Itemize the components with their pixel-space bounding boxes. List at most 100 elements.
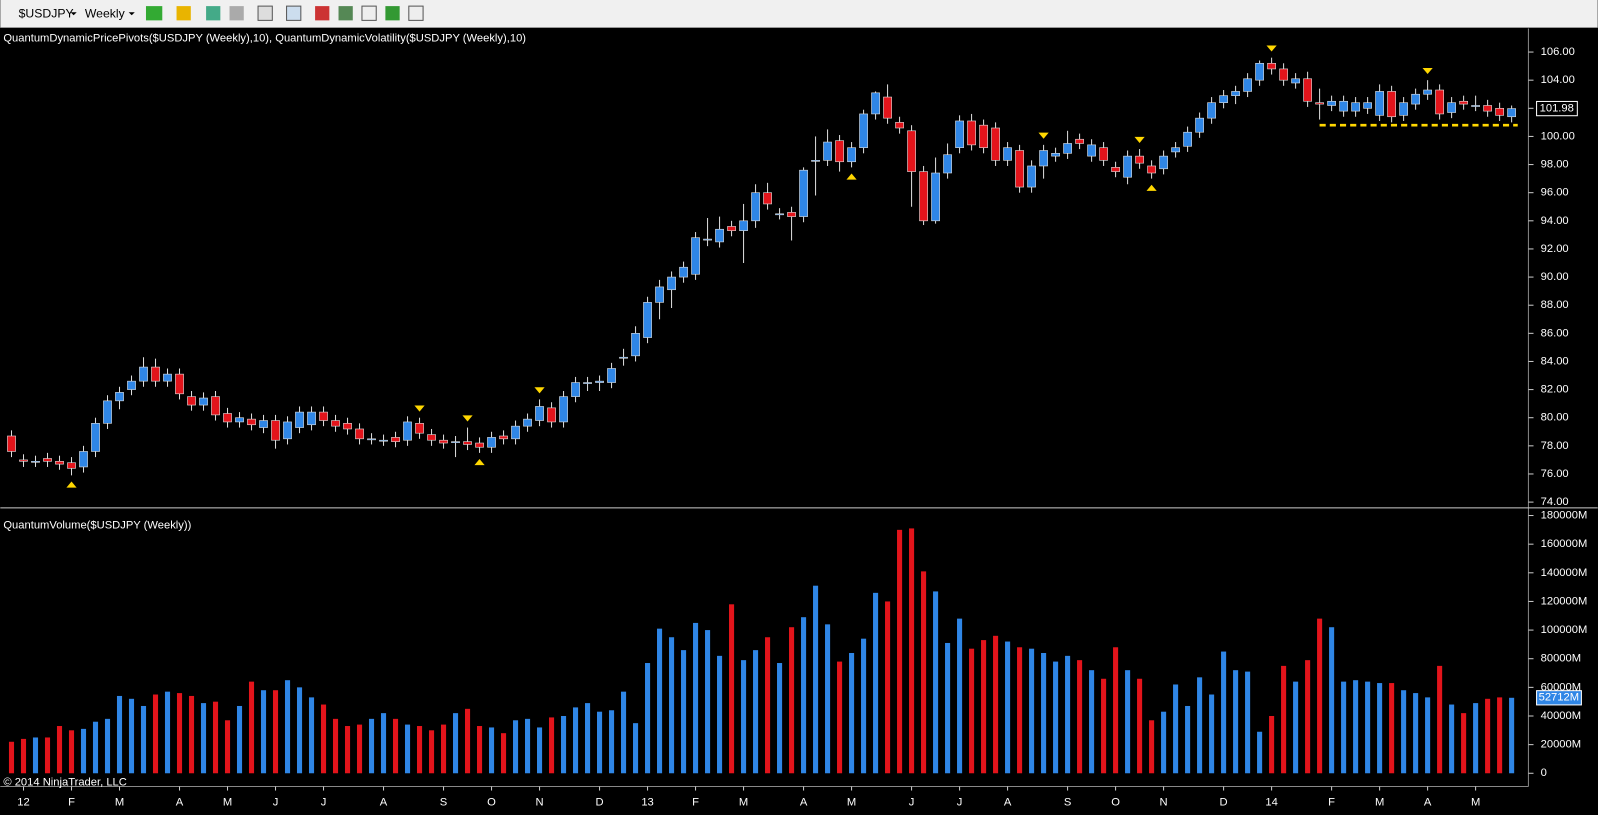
tool-button[interactable] (408, 5, 424, 21)
last-price-label: 101.98 (1540, 103, 1574, 115)
candle-body (439, 439, 448, 444)
volume-bar (1317, 618, 1323, 774)
y-tick-label: 120000M (1541, 595, 1588, 607)
volume-bar (645, 663, 651, 774)
volume-bar (1509, 697, 1515, 774)
candle-body (343, 423, 352, 430)
volume-bar (20, 738, 27, 774)
volume-bar (368, 718, 375, 774)
volume-bar (801, 617, 807, 774)
volume-bar (1041, 652, 1047, 774)
tool-button[interactable] (361, 5, 377, 21)
x-tick-label: D (1220, 797, 1228, 809)
volume-bar (1029, 648, 1035, 774)
candle-body (775, 213, 784, 216)
volume-bar (717, 655, 723, 774)
volume-bar (80, 728, 87, 774)
symbol[interactable]: $USDJPY (19, 6, 74, 20)
candle-body (1219, 95, 1228, 103)
candle-body (1447, 102, 1456, 113)
candle-body (415, 423, 424, 434)
volume-bar (657, 628, 663, 774)
pivot-high (534, 387, 545, 394)
candle-body (967, 120, 976, 146)
candle-body (559, 396, 568, 423)
x-tick-label: D (596, 797, 604, 809)
candle-body (115, 392, 124, 402)
volume-bar (344, 726, 351, 774)
candle-body (871, 92, 880, 115)
tool-button[interactable] (385, 6, 400, 21)
chart-style-button[interactable] (145, 6, 163, 21)
volume-bar (152, 694, 159, 774)
candle-body (1087, 144, 1096, 157)
candle-body (331, 420, 340, 427)
interval[interactable]: Weekly (85, 6, 126, 20)
candle-body (1147, 165, 1156, 174)
volume-bar (1173, 684, 1179, 774)
volume-bar (488, 727, 495, 774)
volume-bar (1389, 683, 1395, 774)
candle-body (703, 238, 712, 241)
candle-body (43, 458, 52, 462)
zoom-button[interactable] (286, 5, 302, 21)
tool-button[interactable] (315, 6, 330, 21)
pivot-low (846, 173, 857, 180)
candle-body (1315, 102, 1324, 105)
volume-bar (1053, 661, 1059, 774)
volume-bar (512, 720, 519, 774)
volume-bar (1461, 713, 1467, 774)
x-tick-label: M (223, 797, 232, 809)
candle-body (223, 413, 232, 423)
volume-bar (284, 680, 291, 774)
candle-body (943, 154, 952, 174)
draw-button[interactable] (176, 6, 191, 21)
x-tick-label: J (321, 797, 327, 809)
candle-body (1015, 150, 1024, 188)
y-tick-label: 84.00 (1541, 355, 1569, 367)
cursor-button[interactable] (257, 5, 273, 21)
x-tick-label: O (487, 797, 496, 809)
volume-bar (104, 718, 111, 774)
volume-bar (56, 726, 63, 774)
candle-body (979, 124, 988, 148)
toolbar: $USDJPY Weekly (0, 0, 1598, 29)
volume-bar (224, 720, 231, 774)
dropdown[interactable] (128, 12, 135, 16)
candle-body (883, 96, 892, 119)
candle-body (607, 368, 616, 383)
volume-bar (885, 601, 891, 774)
volume-bar (500, 733, 507, 774)
volume-bar (1185, 705, 1191, 774)
candle-body (1255, 62, 1264, 81)
candle-body (127, 380, 136, 390)
y-tick-label: 86.00 (1541, 327, 1569, 339)
x-tick-label: M (1471, 797, 1480, 809)
volume-bar (1125, 670, 1131, 774)
x-tick-label: N (535, 797, 543, 809)
candle-body (667, 276, 676, 291)
tool-button[interactable] (229, 6, 244, 21)
pivot-low (66, 481, 77, 488)
volume-bar (272, 690, 279, 774)
candle-body (199, 397, 208, 406)
candle-body (991, 127, 1000, 161)
volume-bar (524, 718, 531, 774)
pivot-high (1266, 45, 1277, 52)
candle-body (187, 396, 196, 406)
candle-body (655, 286, 664, 303)
x-tick-label: A (176, 797, 184, 809)
volume-bar (993, 635, 999, 774)
dropdown[interactable] (70, 12, 77, 16)
tool-button[interactable] (206, 6, 221, 21)
candle-body (691, 237, 700, 275)
volume-bar (1413, 693, 1419, 774)
candle-body (1411, 93, 1420, 105)
y-tick-label: 82.00 (1541, 384, 1569, 396)
tool-button[interactable] (338, 6, 353, 21)
candle-body (739, 220, 748, 231)
candle-body (1195, 117, 1204, 133)
volume-bar (1197, 677, 1203, 774)
y-tick-label: 74.00 (1541, 496, 1569, 508)
